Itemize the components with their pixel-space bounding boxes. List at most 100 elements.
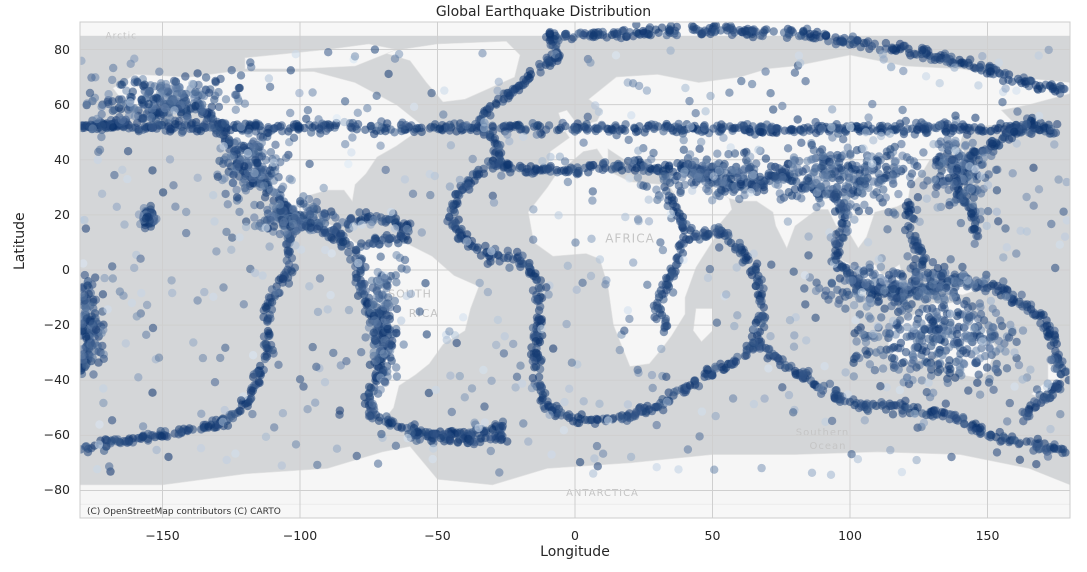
earthquake-point [78,320,86,328]
earthquake-point [711,28,719,36]
earthquake-point [527,70,535,78]
earthquake-point [286,109,294,117]
earthquake-point [167,96,175,104]
earthquake-point [262,340,270,348]
earthquake-point [724,237,732,245]
earthquake-point [929,389,937,397]
earthquake-point [915,273,923,281]
earthquake-point [529,357,537,365]
earthquake-point [557,408,565,416]
earthquake-point [820,362,828,370]
earthquake-point [924,269,932,277]
earthquake-point [232,186,240,194]
earthquake-point [339,238,347,246]
earthquake-point [486,433,494,441]
earthquake-point [953,178,961,186]
earthquake-point [679,256,687,264]
earthquake-point [1035,112,1043,120]
earthquake-point [543,56,551,64]
earthquake-point [97,133,105,141]
earthquake-point [953,330,961,338]
earthquake-point [826,380,834,388]
earthquake-point [728,124,736,132]
earthquake-point [560,398,568,406]
earthquake-point [456,372,464,380]
earthquake-point [727,22,735,30]
earthquake-point [1034,435,1042,443]
earthquake-point [306,210,314,218]
earthquake-point [221,190,229,198]
earthquake-point [952,416,960,424]
earthquake-point [977,208,985,216]
earthquake-point [750,338,758,346]
earthquake-point [279,275,287,283]
earthquake-point [149,431,157,439]
earthquake-point [989,386,997,394]
earthquake-point [384,325,392,333]
earthquake-point [97,103,105,111]
earthquake-point [924,335,932,343]
earthquake-point [382,311,390,319]
earthquake-point [902,302,910,310]
earthquake-point [123,439,131,447]
earthquake-point [573,170,581,178]
earthquake-point [235,208,243,216]
earthquake-point [480,402,488,410]
earthquake-point [878,177,886,185]
earthquake-point [937,137,945,145]
earthquake-point [714,189,722,197]
earthquake-point [590,454,598,462]
earthquake-point [224,200,232,208]
earthquake-point [410,103,418,111]
earthquake-point [1044,452,1052,460]
earthquake-point [365,412,373,420]
earthquake-point [189,425,197,433]
earthquake-point [316,274,324,282]
earthquake-point [963,131,971,139]
earthquake-point [504,160,512,168]
earthquake-point [141,122,149,130]
earthquake-point [992,365,1000,373]
earthquake-point [378,217,386,225]
earthquake-point [328,234,336,242]
map-label-arctic: Arctic [105,32,137,42]
earthquake-point [945,174,953,182]
earthquake-point [81,443,89,451]
earthquake-point [569,417,577,425]
earthquake-point [759,311,767,319]
earthquake-point [155,68,163,76]
earthquake-point [771,172,779,180]
earthquake-point [942,57,950,65]
earthquake-point [370,329,378,337]
earthquake-point [854,36,862,44]
earthquake-point [996,316,1004,324]
earthquake-point [108,262,116,270]
earthquake-point [747,188,755,196]
earthquake-point [640,128,648,136]
earthquake-point [788,191,796,199]
earthquake-point [466,437,474,445]
earthquake-point [369,400,377,408]
earthquake-point [904,312,912,320]
earthquake-point [978,277,986,285]
earthquake-point [117,100,125,108]
earthquake-point [799,371,807,379]
earthquake-point [493,87,501,95]
earthquake-point [812,287,820,295]
earthquake-point [560,166,568,174]
earthquake-point [850,329,858,337]
earthquake-point [1022,437,1030,445]
earthquake-point [241,100,249,108]
earthquake-point [236,407,244,415]
earthquake-point [651,306,659,314]
earthquake-point [902,348,910,356]
earthquake-point [643,182,651,190]
earthquake-point [903,153,911,161]
earthquake-point [704,230,712,238]
earthquake-point [261,355,269,363]
earthquake-point [676,125,684,133]
earthquake-point [361,126,369,134]
earthquake-point [384,419,392,427]
earthquake-point [869,271,877,279]
earthquake-point [320,184,328,192]
